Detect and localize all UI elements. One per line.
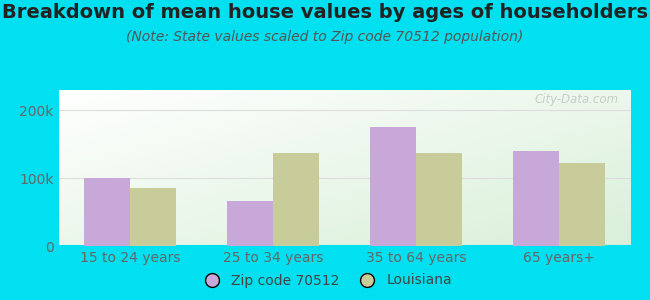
Bar <box>559 163 604 246</box>
Legend: Zip code 70512, Louisiana: Zip code 70512, Louisiana <box>192 268 458 293</box>
Bar <box>273 153 318 246</box>
Bar <box>514 151 559 246</box>
Text: (Note: State values scaled to Zip code 70512 population): (Note: State values scaled to Zip code 7… <box>126 30 524 44</box>
Bar <box>227 201 273 246</box>
Bar <box>370 127 416 246</box>
Bar <box>84 178 130 246</box>
Bar <box>416 153 462 246</box>
Text: Breakdown of mean house values by ages of householders: Breakdown of mean house values by ages o… <box>2 3 648 22</box>
Bar <box>130 188 176 246</box>
Text: City-Data.com: City-Data.com <box>535 93 619 106</box>
